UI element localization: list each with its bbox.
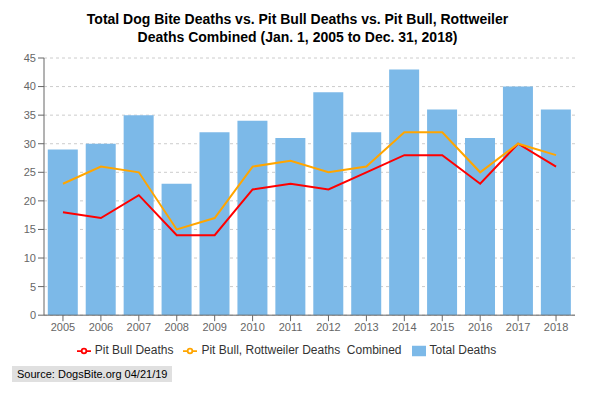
svg-text:20: 20 bbox=[24, 195, 36, 207]
svg-text:2015: 2015 bbox=[430, 321, 454, 333]
html-text:Total Deaths: Total Deaths bbox=[429, 343, 497, 358]
svg-text:10: 10 bbox=[24, 252, 36, 264]
svg-text:2008: 2008 bbox=[165, 321, 189, 333]
svg-text:2010: 2010 bbox=[240, 321, 264, 333]
svg-text:2014: 2014 bbox=[392, 321, 416, 333]
svg-text:2009: 2009 bbox=[202, 321, 226, 333]
svg-text:35: 35 bbox=[24, 109, 36, 121]
svg-text:2006: 2006 bbox=[89, 321, 113, 333]
svg-text:15: 15 bbox=[24, 223, 36, 235]
svg-text:2012: 2012 bbox=[316, 321, 340, 333]
svg-text:2016: 2016 bbox=[468, 321, 492, 333]
svg-text:45: 45 bbox=[24, 52, 36, 64]
svg-text:2007: 2007 bbox=[127, 321, 151, 333]
svg-text:2018: 2018 bbox=[544, 321, 568, 333]
svg-text:5: 5 bbox=[30, 281, 36, 293]
html-text:Pit Bull Deaths: Pit Bull Deaths bbox=[94, 343, 174, 358]
svg-text:2005: 2005 bbox=[51, 321, 75, 333]
html-text:Deaths Combined (Jan. 1, 2005: Deaths Combined (Jan. 1, 2005 to Dec. 31… bbox=[137, 29, 458, 45]
svg-text:0: 0 bbox=[30, 309, 36, 321]
html-text:Total Dog Bite Deaths vs. Pit: Total Dog Bite Deaths vs. Pit Bull Death… bbox=[86, 11, 509, 27]
html-text:Source: DogsBite.org 04/21/19: Source: DogsBite.org 04/21/19 bbox=[17, 368, 168, 380]
svg-text:2017: 2017 bbox=[506, 321, 530, 333]
html-text:Pit Bull, Rottweiler Deaths Co: Pit Bull, Rottweiler Deaths Combined bbox=[201, 343, 402, 358]
svg-text:2011: 2011 bbox=[279, 321, 303, 333]
svg-text:30: 30 bbox=[24, 138, 36, 150]
svg-text:2013: 2013 bbox=[354, 321, 378, 333]
svg-text:40: 40 bbox=[24, 80, 36, 92]
svg-text:25: 25 bbox=[24, 166, 36, 178]
